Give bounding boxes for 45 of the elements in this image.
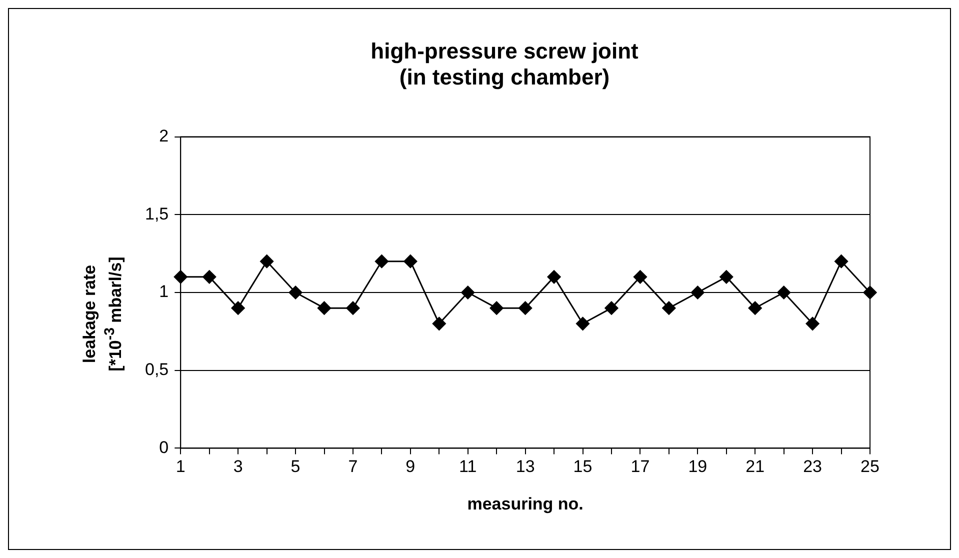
point <box>288 286 302 300</box>
x-tick-label: 11 <box>459 457 477 476</box>
x-tick-label: 19 <box>688 457 708 476</box>
point <box>432 316 446 330</box>
y-tick-label: 1 <box>159 282 169 302</box>
x-tick-label: 7 <box>348 457 358 476</box>
x-tick-label: 25 <box>860 457 880 476</box>
point <box>518 301 532 315</box>
x-tick-label: 3 <box>233 457 243 476</box>
y-tick-label: 0 <box>159 438 169 457</box>
x-tick-label: 21 <box>746 457 765 476</box>
x-tick-label: 15 <box>573 457 592 476</box>
point <box>690 286 704 300</box>
y-tick-label: 2 <box>159 126 169 146</box>
point <box>260 254 274 268</box>
x-tick-label: 17 <box>630 457 650 476</box>
point <box>576 316 590 330</box>
point <box>834 254 848 268</box>
x-axis-title: measuring no. <box>467 494 584 514</box>
point <box>346 301 360 315</box>
point <box>231 301 245 315</box>
x-tick-label: 13 <box>516 457 535 476</box>
point <box>777 286 791 300</box>
y-tick-label: 0,5 <box>144 360 169 380</box>
chart-title: high-pressure screw joint (in testing chamber) <box>370 38 640 90</box>
point <box>863 286 877 300</box>
point <box>404 254 418 268</box>
point <box>806 316 820 330</box>
x-tick-label: 9 <box>406 457 416 476</box>
point <box>720 270 734 284</box>
point <box>662 301 676 315</box>
x-tick-label: 1 <box>176 457 186 476</box>
y-tick-label: 1,5 <box>144 204 169 224</box>
point <box>202 270 216 284</box>
point <box>748 301 762 315</box>
point <box>604 301 618 315</box>
point <box>547 270 561 284</box>
point <box>490 301 504 315</box>
point <box>461 286 475 300</box>
point <box>174 270 188 284</box>
x-tick-label: 5 <box>290 457 300 476</box>
point <box>318 301 331 315</box>
point <box>633 270 647 284</box>
point <box>374 254 388 268</box>
x-tick-label: 23 <box>803 457 822 476</box>
